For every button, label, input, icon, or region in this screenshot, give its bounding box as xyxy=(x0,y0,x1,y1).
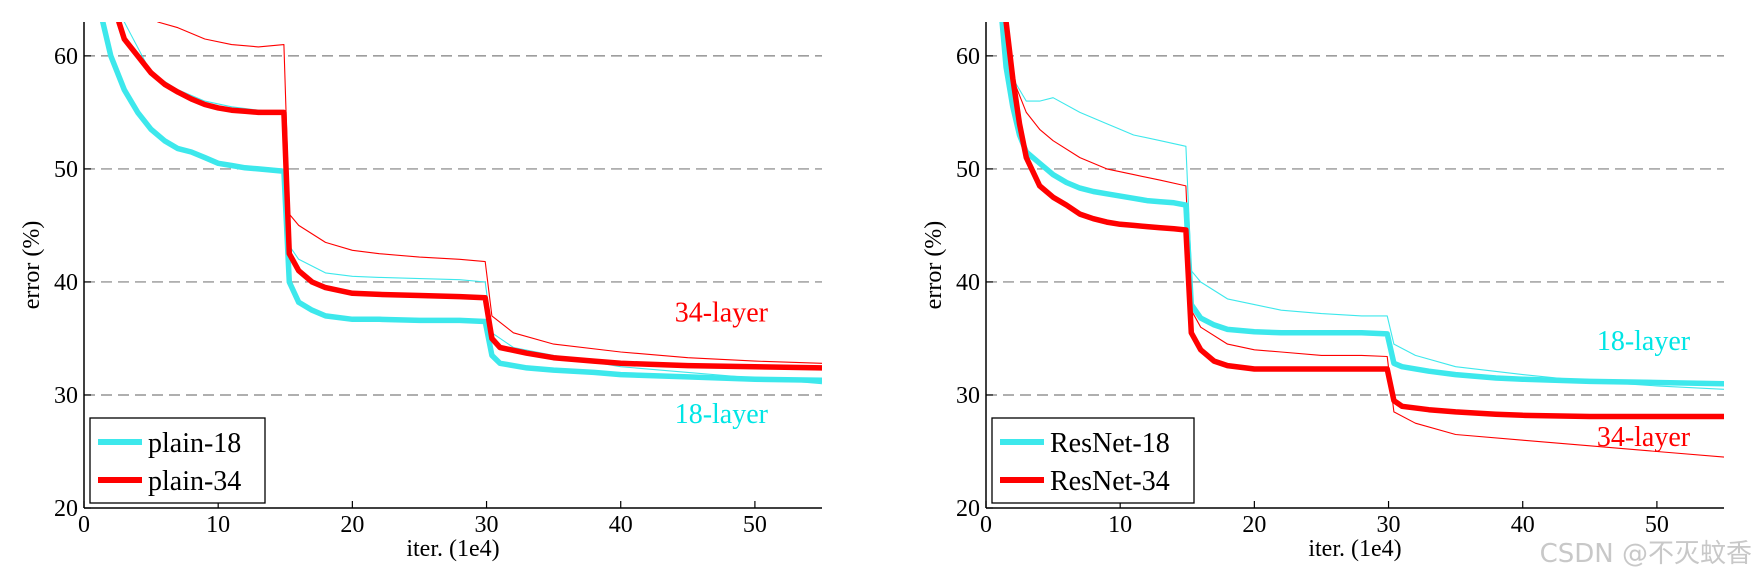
legend-box xyxy=(89,417,266,504)
x-tick-label: 20 xyxy=(340,512,364,538)
x-tick-label: 40 xyxy=(1511,512,1535,538)
series-annotation: 18-layer xyxy=(1597,326,1691,357)
y-tick-label: 50 xyxy=(956,157,980,183)
series-line-resnet-34-thin xyxy=(1005,22,1724,458)
y-tick-label: 20 xyxy=(54,496,78,522)
series-annotation: 34-layer xyxy=(675,298,769,329)
series-line-plain-34 xyxy=(116,22,822,371)
y-axis-label: error (%) xyxy=(921,221,947,310)
y-tick-label: 50 xyxy=(54,157,78,183)
x-tick-label: 20 xyxy=(1242,512,1266,538)
x-tick-label: 0 xyxy=(980,512,992,538)
x-tick-label: 40 xyxy=(609,512,633,538)
x-tick-label: 50 xyxy=(1645,512,1669,538)
x-tick-label: 10 xyxy=(206,512,230,538)
x-tick-label: 0 xyxy=(78,512,90,538)
y-tick-label: 60 xyxy=(54,44,78,70)
series-annotation: 18-layer xyxy=(675,399,769,430)
y-tick-label: 40 xyxy=(54,270,78,296)
series-line-resnet-18-thin xyxy=(1001,22,1724,390)
legend-label: ResNet-34 xyxy=(1050,466,1170,497)
x-tick-label: 10 xyxy=(1108,512,1132,538)
x-tick-label: 30 xyxy=(1377,512,1401,538)
x-tick-label: 30 xyxy=(475,512,499,538)
y-tick-label: 30 xyxy=(956,383,980,409)
series-group xyxy=(999,22,1724,458)
legend-box xyxy=(991,417,1195,504)
y-tick-label: 60 xyxy=(956,44,980,70)
x-tick-label: 50 xyxy=(743,512,767,538)
y-axis-label: error (%) xyxy=(19,221,45,310)
x-axis-label: iter. (1e4) xyxy=(1308,536,1401,562)
series-group xyxy=(100,22,822,385)
series-line-plain-34-thin xyxy=(157,22,822,364)
y-tick-label: 30 xyxy=(54,383,78,409)
series-line-plain-18-thin xyxy=(123,22,822,385)
series-line-resnet-34 xyxy=(1003,22,1724,420)
series-line-plain-18 xyxy=(100,22,822,384)
y-tick-label: 20 xyxy=(956,496,980,522)
chart-panel-1: 20 30 40 50 60 0 10 20 30 40 50 iter. (1e4) error (%… xyxy=(19,22,822,562)
legend-label: plain-34 xyxy=(148,466,241,497)
y-tick-label: 40 xyxy=(956,270,980,296)
x-axis-label: iter. (1e4) xyxy=(406,536,499,562)
watermark: CSDN @不灭蚊香 xyxy=(1540,539,1752,569)
chart-panel-2: 20 30 40 50 60 0 10 20 30 40 50 iter. (1e4) error (%… xyxy=(921,22,1724,562)
series-annotation: 34-layer xyxy=(1597,422,1691,453)
legend-label: ResNet-18 xyxy=(1050,428,1170,459)
legend-label: plain-18 xyxy=(148,428,241,459)
